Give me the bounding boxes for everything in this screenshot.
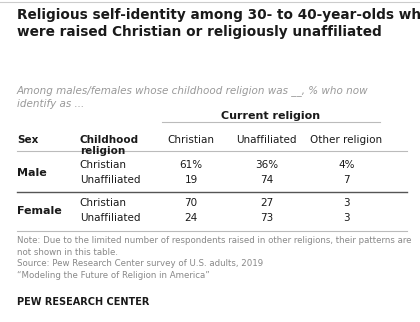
Text: Unaffiliated: Unaffiliated	[80, 213, 140, 223]
Text: 74: 74	[260, 175, 273, 185]
Text: Male: Male	[17, 167, 47, 178]
Text: 36%: 36%	[255, 160, 278, 170]
Text: Note: Due to the limited number of respondents raised in other religions, their : Note: Due to the limited number of respo…	[17, 236, 411, 280]
Text: Unaffiliated: Unaffiliated	[80, 175, 140, 185]
Text: 7: 7	[343, 175, 350, 185]
Text: 4%: 4%	[338, 160, 355, 170]
Text: 3: 3	[343, 213, 350, 223]
Text: Childhood
religion: Childhood religion	[80, 135, 139, 156]
Text: Current religion: Current religion	[221, 111, 320, 121]
Text: 19: 19	[184, 175, 198, 185]
Text: 61%: 61%	[179, 160, 203, 170]
Text: Among males/females whose childhood religion was __, % who now
identify as ...: Among males/females whose childhood reli…	[17, 85, 368, 109]
Text: Christian: Christian	[80, 198, 127, 208]
Text: PEW RESEARCH CENTER: PEW RESEARCH CENTER	[17, 297, 149, 307]
Text: Unaffiliated: Unaffiliated	[236, 135, 297, 145]
Text: 24: 24	[184, 213, 198, 223]
Text: Christian: Christian	[80, 160, 127, 170]
Text: Other religion: Other religion	[310, 135, 383, 145]
Text: 70: 70	[184, 198, 198, 208]
Text: 27: 27	[260, 198, 273, 208]
Text: 3: 3	[343, 198, 350, 208]
Text: Religious self-identity among 30- to 40-year-olds who
were raised Christian or r: Religious self-identity among 30- to 40-…	[17, 8, 420, 39]
Text: Christian: Christian	[168, 135, 215, 145]
Text: Sex: Sex	[17, 135, 38, 145]
Text: 73: 73	[260, 213, 273, 223]
Text: Female: Female	[17, 205, 62, 216]
